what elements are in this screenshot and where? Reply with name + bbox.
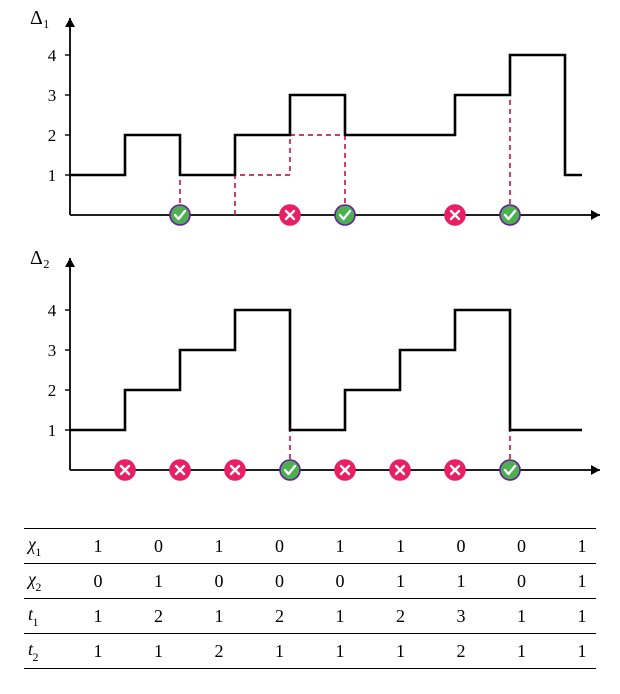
table-cell: 1 <box>572 536 592 557</box>
data-table: χ1 1 0 1 0 1 1 0 0 1 χ2 0 1 0 0 0 1 1 0 1 t1 1 2 1 2 1 2 3 1 1 t2 1 1 2 1 1… <box>24 528 596 669</box>
table-cell: 2 <box>391 606 411 627</box>
svg-text:4: 4 <box>48 301 57 320</box>
table-cell: 1 <box>209 606 229 627</box>
table-cell: 1 <box>512 606 532 627</box>
table-cell: 1 <box>330 536 350 557</box>
svg-text:1: 1 <box>48 421 57 440</box>
table-cell: 1 <box>572 641 592 662</box>
table-cell: 1 <box>391 571 411 592</box>
table-cell: 1 <box>270 641 290 662</box>
table-cell: 2 <box>451 641 471 662</box>
marker-pass <box>335 205 355 225</box>
table-cell: 1 <box>330 606 350 627</box>
charts-svg: Δ₁ 1 2 3 4 Δ₂ 1 2 3 4 <box>0 0 620 510</box>
marker-fail <box>225 460 245 480</box>
table-cell: 1 <box>572 606 592 627</box>
table-row-t2: t2 1 1 2 1 1 1 2 1 1 <box>24 633 596 668</box>
marker-pass <box>280 460 300 480</box>
table-cell: 1 <box>149 571 169 592</box>
row-label: t2 <box>24 639 76 664</box>
table-cell: 1 <box>88 641 108 662</box>
marker-fail <box>115 460 135 480</box>
marker-fail <box>445 460 465 480</box>
table-cell: 2 <box>209 641 229 662</box>
table-cell: 1 <box>451 571 471 592</box>
table-cell: 1 <box>572 571 592 592</box>
row-label: χ1 <box>24 534 76 559</box>
svg-text:2: 2 <box>48 126 57 145</box>
table-row-chi2: χ2 0 1 0 0 0 1 1 0 1 <box>24 563 596 598</box>
table-cell: 2 <box>270 606 290 627</box>
table-cell: 1 <box>88 606 108 627</box>
table-cell: 0 <box>209 571 229 592</box>
chart: Δ₂ 1 2 3 4 <box>30 247 600 480</box>
table-cell: 0 <box>330 571 350 592</box>
svg-text:4: 4 <box>48 46 57 65</box>
table-row-chi1: χ1 1 0 1 0 1 1 0 0 1 <box>24 528 596 563</box>
table-cell: 0 <box>88 571 108 592</box>
table-cell: 2 <box>149 606 169 627</box>
svg-text:Δ₁: Δ₁ <box>30 7 50 29</box>
marker-pass <box>500 205 520 225</box>
table-cell: 1 <box>391 536 411 557</box>
svg-text:3: 3 <box>48 86 57 105</box>
marker-pass <box>500 460 520 480</box>
marker-fail <box>390 460 410 480</box>
table-row-t1: t1 1 2 1 2 1 2 3 1 1 <box>24 598 596 633</box>
table-cell: 1 <box>330 641 350 662</box>
marker-fail <box>170 460 190 480</box>
table-cell: 1 <box>512 641 532 662</box>
marker-fail <box>335 460 355 480</box>
table-cell: 0 <box>451 536 471 557</box>
marker-fail <box>445 205 465 225</box>
table-cell: 0 <box>270 536 290 557</box>
marker-pass <box>170 205 190 225</box>
svg-text:Δ₂: Δ₂ <box>30 247 50 269</box>
table-cell: 0 <box>149 536 169 557</box>
row-label: t1 <box>24 604 76 629</box>
table-cell: 1 <box>149 641 169 662</box>
chart: Δ₁ 1 2 3 4 <box>30 7 600 225</box>
row-label: χ2 <box>24 569 76 594</box>
table-cell: 0 <box>512 536 532 557</box>
table-cell: 1 <box>391 641 411 662</box>
table-cell: 1 <box>209 536 229 557</box>
table-cell: 0 <box>512 571 532 592</box>
table-cell: 0 <box>270 571 290 592</box>
svg-text:1: 1 <box>48 166 57 185</box>
table-cell: 1 <box>88 536 108 557</box>
marker-fail <box>280 205 300 225</box>
table-cell: 3 <box>451 606 471 627</box>
svg-text:3: 3 <box>48 341 57 360</box>
svg-text:2: 2 <box>48 381 57 400</box>
